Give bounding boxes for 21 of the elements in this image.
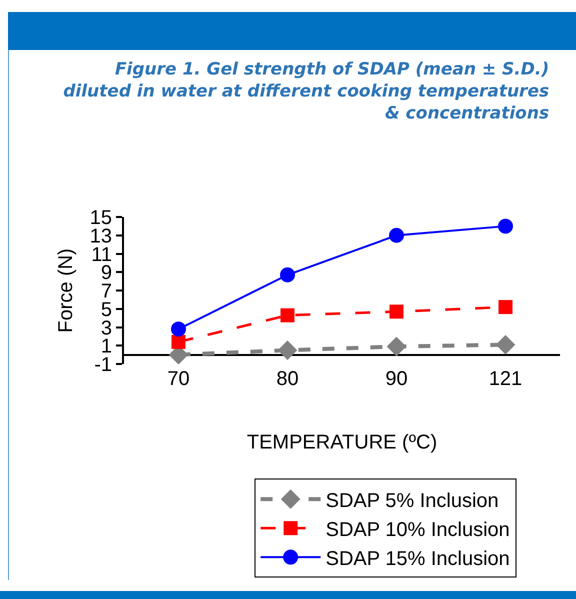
x-tick-label: 121 [488,368,522,390]
point [498,218,513,234]
point [171,322,186,337]
x-tick-label: 70 [167,368,190,390]
chart-title: Figure 1. Gel strength of SDAP (mean ± S.D.) diluted in water at different cooking temperatures & concentrations [63,59,550,124]
x-tick-label: 90 [385,368,408,390]
x-axis-title: TEMPERATURE (ºC) [246,432,438,454]
legend-label: SDAP 5% Inclusion [326,490,499,512]
legend-label: SDAP 15% Inclusion [326,548,510,570]
point [278,340,298,360]
x-tick-label: 80 [276,368,299,390]
point [498,300,512,314]
y-axis-title: Force (N) [54,248,77,333]
point [496,334,516,354]
point [389,228,404,243]
point [386,336,406,356]
point [280,267,295,282]
legend-label: SDAP 10% Inclusion [326,518,510,541]
point [390,304,404,319]
point [280,308,294,322]
point [172,334,186,349]
